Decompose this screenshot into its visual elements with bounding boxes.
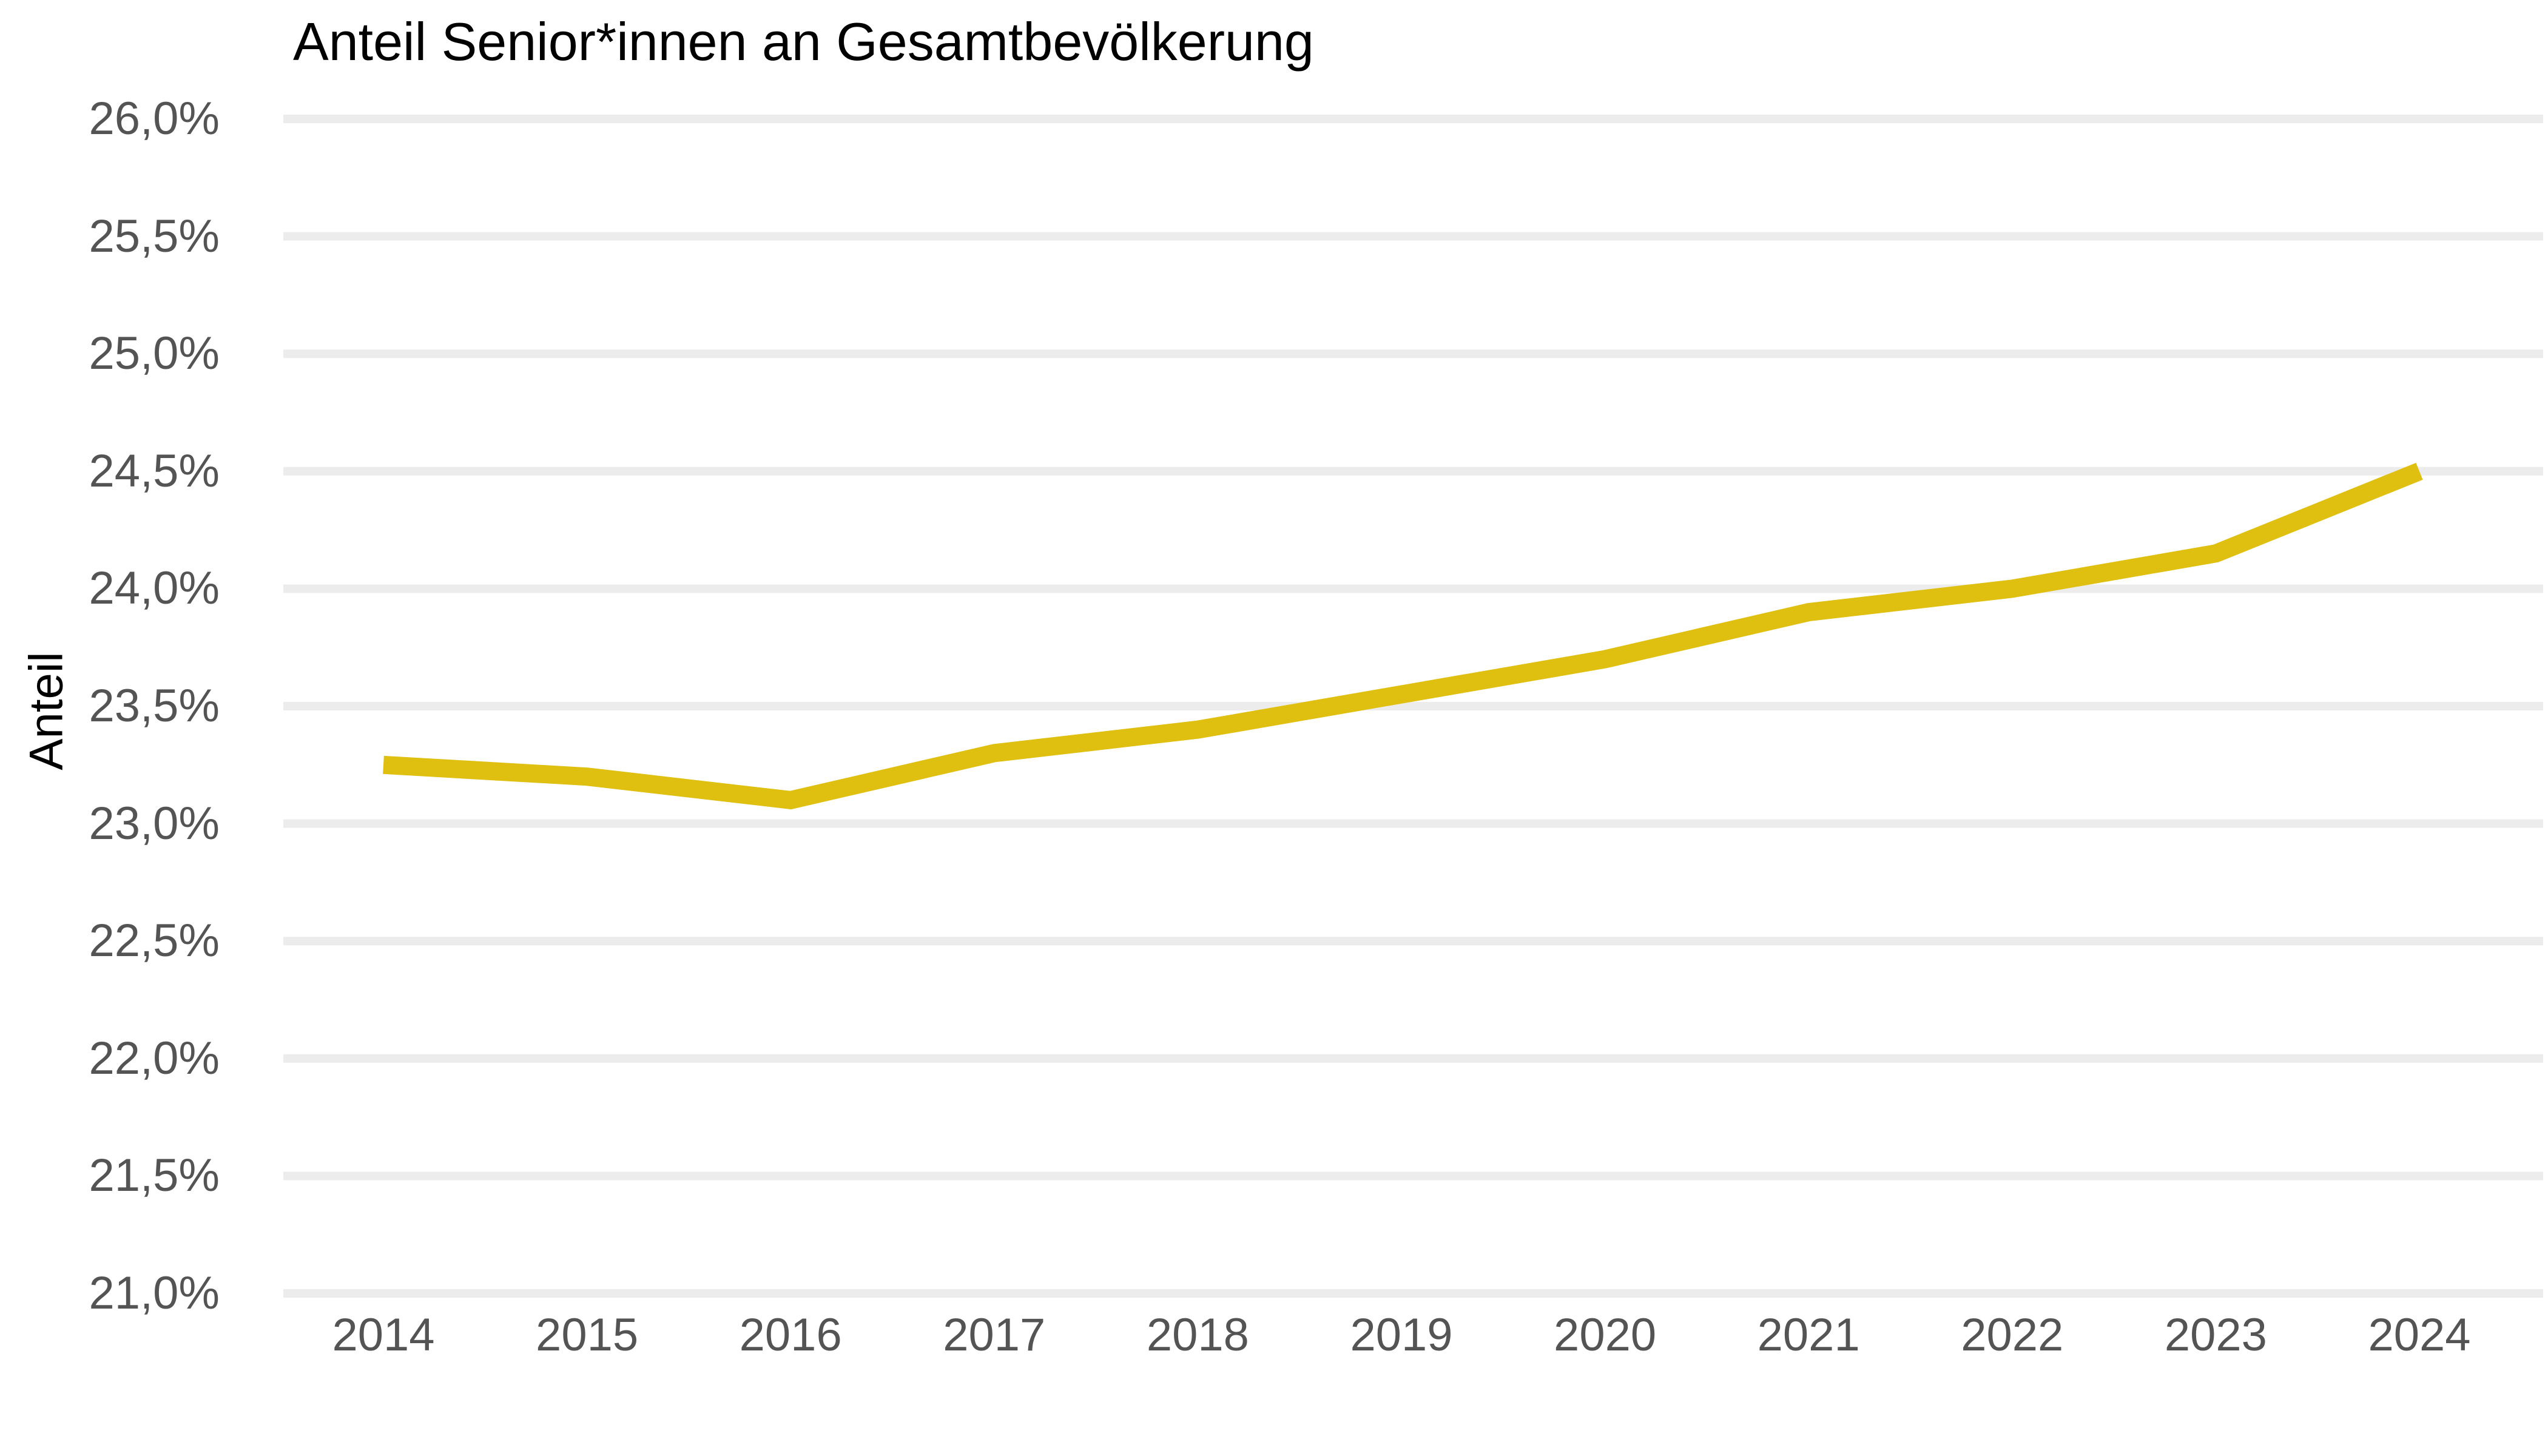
x-tick-label: 2015	[536, 1309, 639, 1361]
gridline	[283, 349, 2543, 359]
gridline	[283, 232, 2543, 241]
y-tick-label: 23,0%	[89, 797, 220, 849]
y-tick-label: 25,0%	[89, 328, 220, 380]
gridline	[283, 1054, 2543, 1063]
x-tick-label: 2022	[1961, 1309, 2064, 1361]
gridline	[283, 819, 2543, 828]
gridline	[283, 1289, 2543, 1298]
y-tick-label: 21,5%	[89, 1150, 220, 1202]
x-tick-label: 2019	[1350, 1309, 1453, 1361]
gridlines	[283, 115, 2543, 1298]
gridline	[283, 937, 2543, 946]
x-tick-label: 2016	[739, 1309, 842, 1361]
y-tick-label: 22,5%	[89, 915, 220, 967]
y-tick-label: 26,0%	[89, 93, 220, 144]
gridline	[283, 702, 2543, 710]
x-tick-label: 2017	[943, 1309, 1046, 1361]
x-tick-label: 2023	[2164, 1309, 2267, 1361]
gridline	[283, 584, 2543, 593]
y-tick-label: 21,0%	[89, 1267, 220, 1319]
x-tick-label: 2021	[1757, 1309, 1860, 1361]
data-line-series	[383, 462, 2423, 810]
y-tick-label: 22,0%	[89, 1032, 220, 1084]
y-tick-label: 25,5%	[89, 210, 220, 262]
x-tick-label: 2018	[1146, 1309, 1249, 1361]
x-tick-label: 2020	[1554, 1309, 1657, 1361]
chart-title: Anteil Senior*innen an Gesamtbevölkerung	[293, 12, 1314, 72]
gridline	[283, 467, 2543, 476]
y-tick-label: 23,5%	[89, 680, 220, 732]
x-tick-label: 2014	[332, 1309, 435, 1361]
x-tick-label: 2024	[2368, 1309, 2471, 1361]
gridline	[283, 115, 2543, 123]
y-tick-label: 24,0%	[89, 562, 220, 615]
gridline	[283, 1171, 2543, 1181]
y-tick-label: 24,5%	[89, 445, 220, 497]
